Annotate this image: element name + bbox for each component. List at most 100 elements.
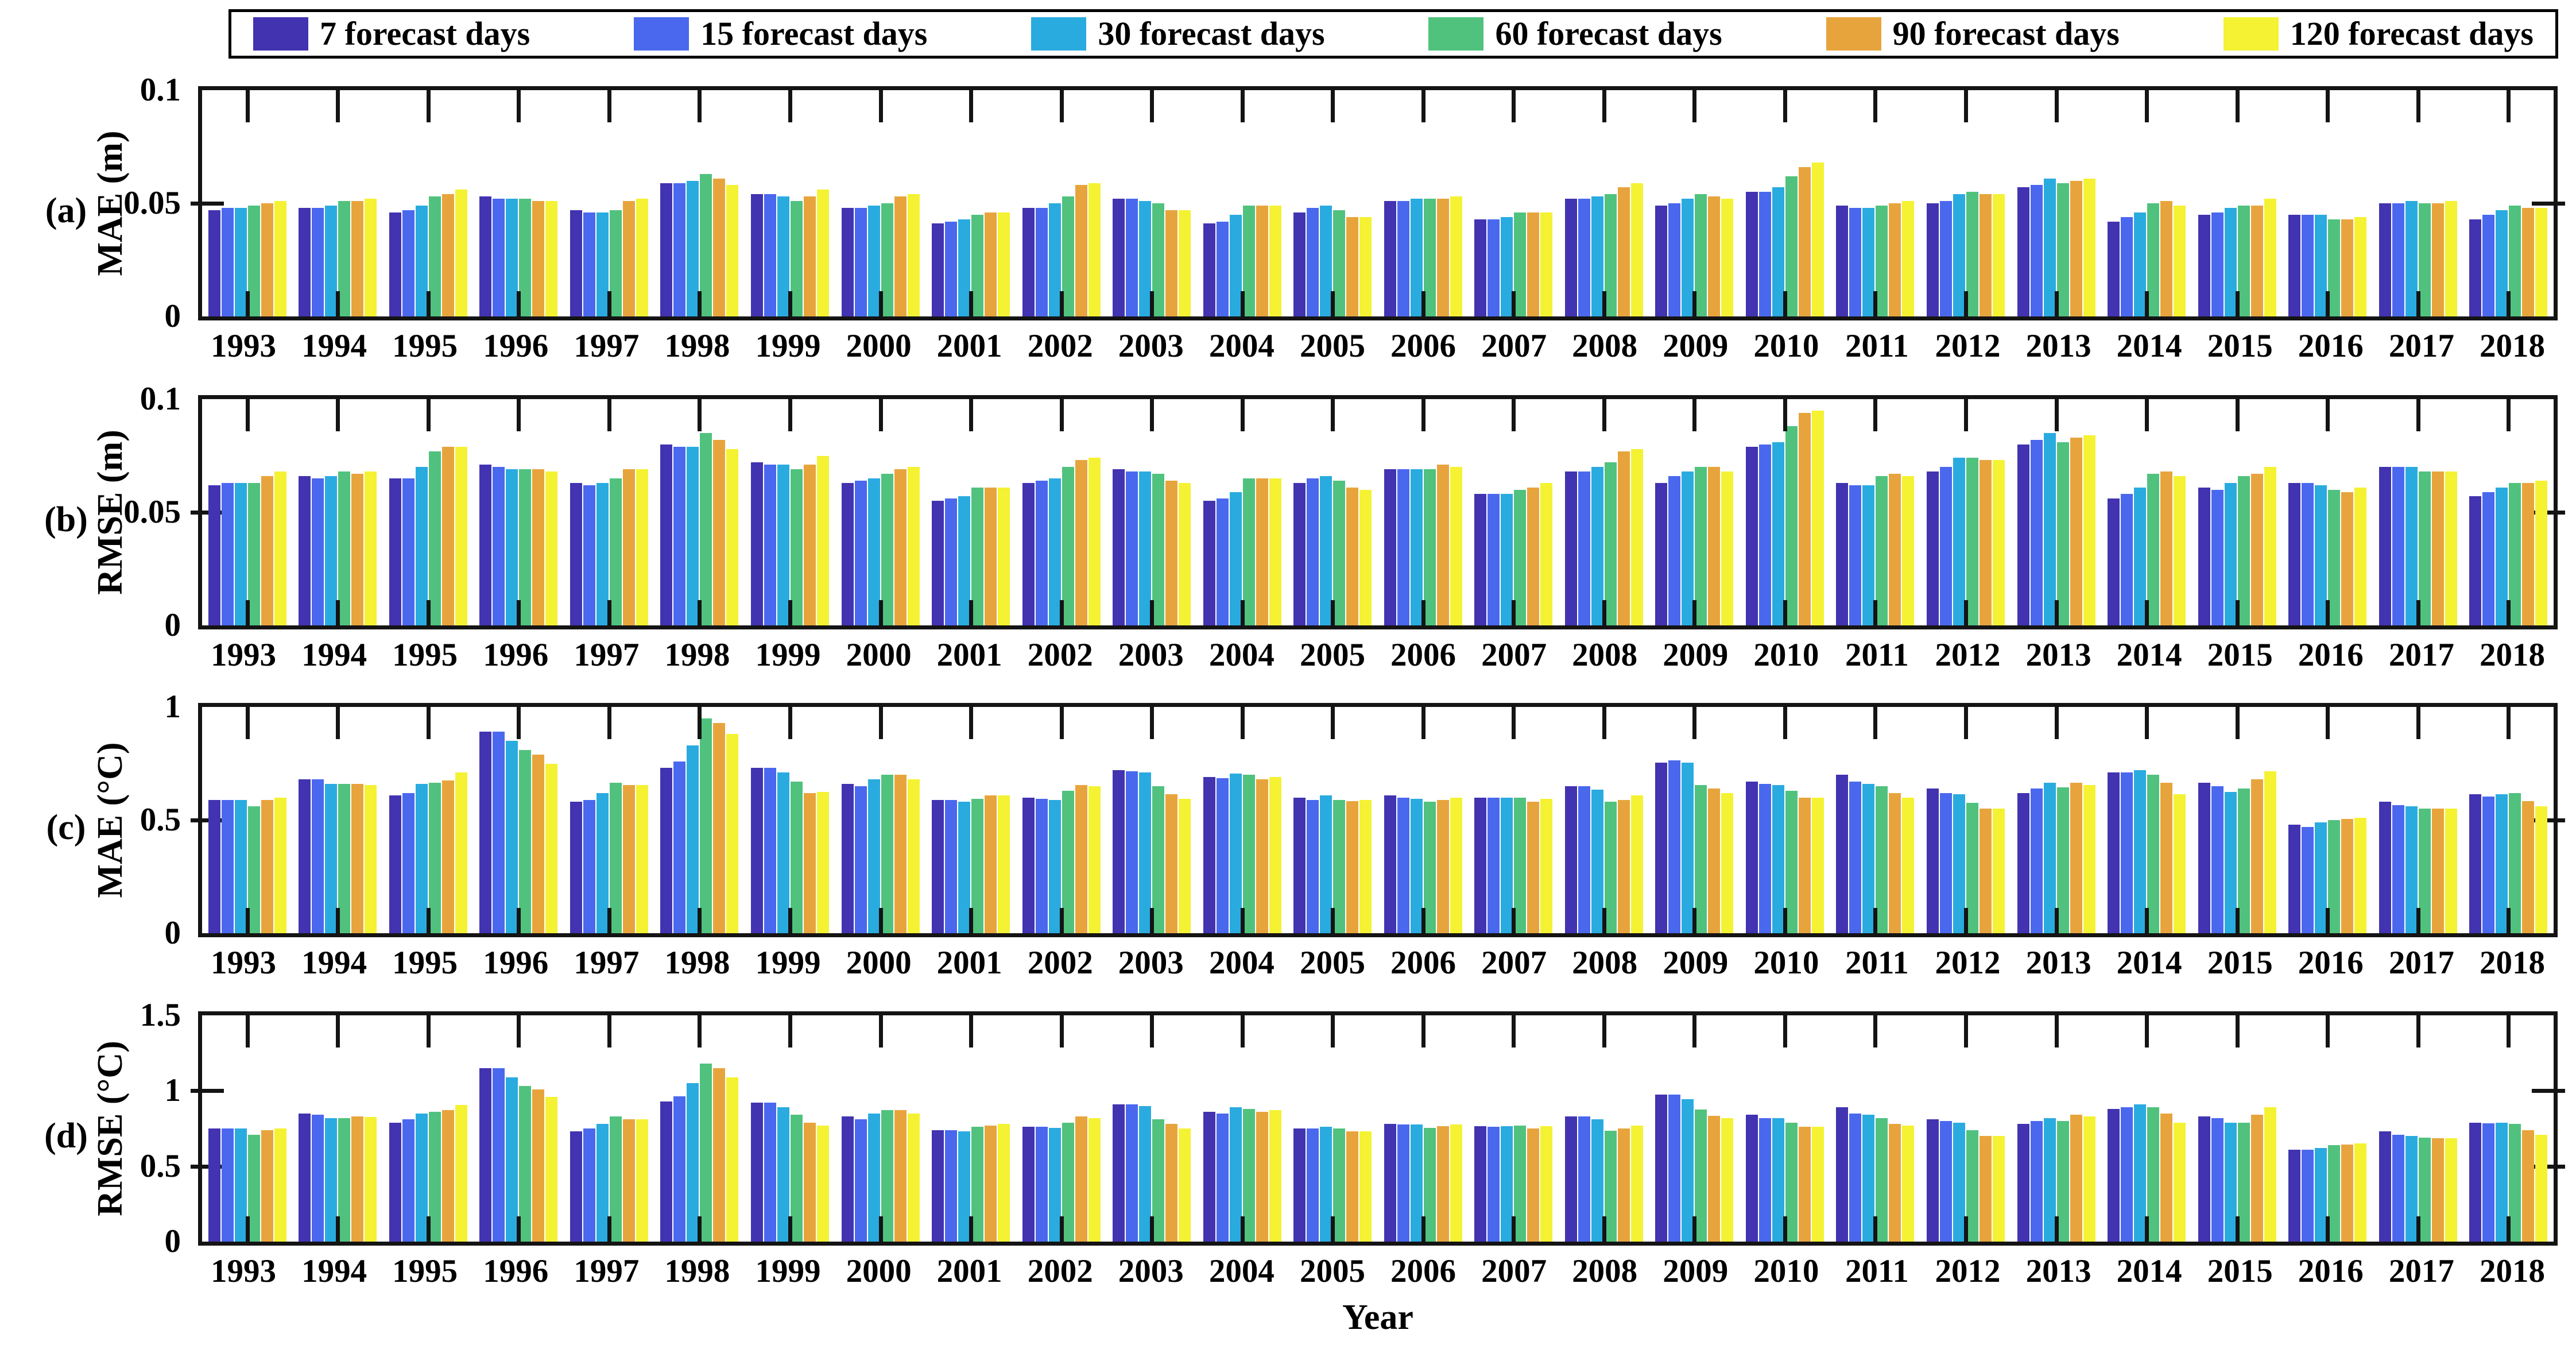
bar-2003-60d	[1152, 474, 1165, 625]
x-tick-label-1997: 1997	[574, 637, 640, 673]
x-tick-label-2013: 2013	[2025, 637, 2091, 673]
x-tick-label-1995: 1995	[392, 637, 458, 673]
legend-item-30-days: 30 forecast days	[1031, 17, 1325, 51]
bar-2013-7d	[2017, 444, 2029, 625]
bar-2002-60d	[1062, 196, 1074, 316]
x-tick-label-2004: 2004	[1208, 637, 1275, 673]
bar-1994-7d	[299, 779, 311, 933]
bar-2004-7d	[1203, 501, 1215, 625]
bar-2006-7d	[1384, 795, 1396, 933]
bar-2005-120d	[1359, 217, 1372, 316]
bar-1997-15d	[583, 485, 595, 625]
bar-2007-7d	[1474, 494, 1487, 625]
bar-2011-15d	[1849, 1113, 1862, 1242]
bar-2005-90d	[1346, 487, 1359, 625]
y-axis-title: RMSE (m)	[91, 430, 130, 595]
x-tick-mark-top	[1692, 399, 1697, 431]
x-tick-mark-top	[1692, 1015, 1697, 1047]
x-tick-label-2008: 2008	[1572, 328, 1638, 364]
x-tick-mark-top	[1331, 707, 1335, 739]
bar-2015-30d	[2224, 207, 2237, 316]
bar-1994-60d	[338, 1118, 351, 1242]
bar-2006-30d	[1410, 199, 1423, 316]
x-tick-mark-top	[1150, 90, 1155, 122]
x-tick-mark-bottom	[969, 1216, 974, 1242]
x-tick-mark-bottom	[1602, 908, 1606, 933]
y-tick-label: 0	[164, 1223, 181, 1259]
bar-2009-30d	[1682, 199, 1694, 316]
bar-2016-90d	[2341, 819, 2354, 933]
bar-2008-30d	[1591, 789, 1603, 933]
bar-2002-120d	[1088, 1118, 1101, 1242]
bar-2013-60d	[2056, 787, 2069, 933]
bar-1993-30d	[234, 799, 247, 933]
bar-2015-90d	[2250, 779, 2263, 933]
x-tick-mark-bottom	[878, 1216, 883, 1242]
x-tick-mark-top	[2054, 90, 2059, 122]
x-tick-mark-bottom	[1783, 600, 1787, 625]
bar-2003-90d	[1165, 794, 1178, 933]
bar-2011-30d	[1862, 783, 1875, 933]
bar-1999-15d	[764, 194, 776, 316]
bar-2004-60d	[1242, 1108, 1255, 1242]
y-tick-label: 0	[164, 298, 181, 334]
x-tick-label-2016: 2016	[2298, 1253, 2364, 1289]
x-tick-mark-top	[1240, 1015, 1245, 1047]
y-tick-label: 1.5	[140, 997, 181, 1033]
bar-2005-90d	[1346, 1131, 1359, 1242]
bar-2014-15d	[2121, 772, 2133, 933]
x-tick-mark-top	[426, 707, 431, 739]
x-tick-label-2010: 2010	[1753, 1253, 1819, 1289]
bar-2015-30d	[2224, 482, 2237, 625]
bar-2008-15d	[1578, 199, 1590, 316]
bar-1997-30d	[596, 212, 609, 316]
bar-2000-7d	[841, 207, 854, 316]
bar-2005-30d	[1320, 795, 1332, 933]
bar-2002-60d	[1062, 1122, 1074, 1242]
bar-2007-120d	[1540, 212, 1553, 316]
bar-2018-90d	[2522, 1130, 2535, 1242]
bar-2001-7d	[932, 223, 944, 316]
bar-1997-60d	[609, 783, 622, 933]
bar-2011-7d	[1836, 482, 1849, 625]
bar-1995-120d	[455, 772, 467, 933]
bar-2013-30d	[2043, 178, 2056, 316]
bar-2002-90d	[1075, 185, 1087, 316]
x-tick-mark-bottom	[2145, 600, 2149, 625]
x-tick-mark-top	[698, 90, 702, 122]
x-tick-label-1999: 1999	[755, 637, 821, 673]
bar-1993-30d	[234, 1128, 247, 1242]
bar-1996-60d	[519, 199, 532, 316]
bar-2014-60d	[2147, 474, 2160, 625]
x-tick-label-2007: 2007	[1481, 1253, 1547, 1289]
bar-2001-15d	[945, 221, 958, 316]
bar-2003-7d	[1113, 469, 1125, 625]
x-tick-mark-top	[1331, 90, 1335, 122]
x-tick-label-2012: 2012	[1935, 945, 2001, 981]
x-tick-mark-bottom	[698, 600, 702, 625]
x-tick-mark-bottom	[426, 291, 431, 316]
bar-2017-60d	[2418, 1137, 2431, 1242]
bar-1998-60d	[700, 173, 712, 316]
bar-2001-120d	[998, 1124, 1010, 1242]
x-tick-mark-top	[607, 90, 611, 122]
bar-2006-15d	[1397, 1124, 1409, 1242]
x-tick-mark-bottom	[969, 908, 974, 933]
bar-1999-30d	[777, 772, 789, 933]
bar-1997-15d	[583, 1128, 595, 1242]
x-tick-label-2018: 2018	[2479, 328, 2545, 364]
bar-2005-30d	[1320, 476, 1332, 625]
y-tick-label: 0	[164, 915, 181, 951]
bar-2015-7d	[2198, 1116, 2210, 1242]
bar-2013-7d	[2017, 793, 2029, 933]
bar-2010-30d	[1772, 442, 1784, 625]
bar-2015-7d	[2198, 487, 2210, 625]
bar-2010-60d	[1785, 1122, 1798, 1242]
bar-2009-90d	[1708, 1115, 1721, 1242]
bar-1997-15d	[583, 212, 595, 316]
bar-2000-30d	[867, 205, 880, 316]
bar-1999-15d	[764, 465, 776, 625]
bar-2000-60d	[881, 1110, 893, 1242]
bar-1999-15d	[764, 768, 776, 933]
bar-2011-30d	[1862, 1115, 1875, 1242]
